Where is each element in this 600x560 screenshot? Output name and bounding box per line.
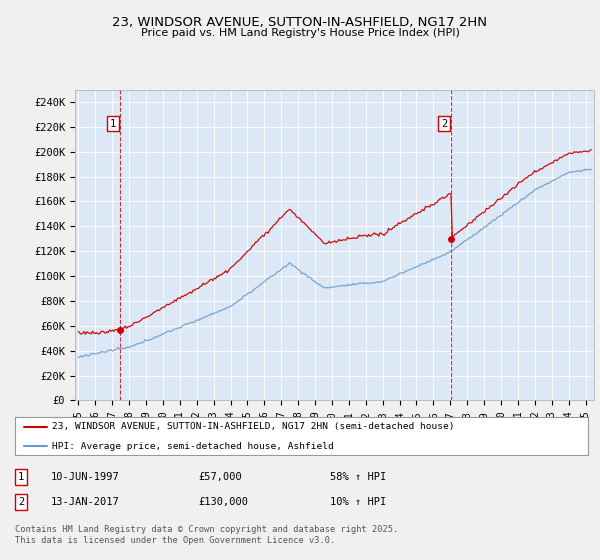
Text: 10% ↑ HPI: 10% ↑ HPI bbox=[330, 497, 386, 507]
Text: 2: 2 bbox=[18, 497, 24, 507]
Text: 10-JUN-1997: 10-JUN-1997 bbox=[51, 472, 120, 482]
Text: Price paid vs. HM Land Registry's House Price Index (HPI): Price paid vs. HM Land Registry's House … bbox=[140, 28, 460, 38]
Text: £57,000: £57,000 bbox=[198, 472, 242, 482]
Text: 13-JAN-2017: 13-JAN-2017 bbox=[51, 497, 120, 507]
Text: 23, WINDSOR AVENUE, SUTTON-IN-ASHFIELD, NG17 2HN (semi-detached house): 23, WINDSOR AVENUE, SUTTON-IN-ASHFIELD, … bbox=[52, 422, 455, 431]
Text: 58% ↑ HPI: 58% ↑ HPI bbox=[330, 472, 386, 482]
Text: 2: 2 bbox=[441, 119, 448, 129]
Text: £130,000: £130,000 bbox=[198, 497, 248, 507]
Text: 23, WINDSOR AVENUE, SUTTON-IN-ASHFIELD, NG17 2HN: 23, WINDSOR AVENUE, SUTTON-IN-ASHFIELD, … bbox=[113, 16, 487, 29]
Text: Contains HM Land Registry data © Crown copyright and database right 2025.
This d: Contains HM Land Registry data © Crown c… bbox=[15, 525, 398, 545]
Text: 1: 1 bbox=[110, 119, 116, 129]
Text: 1: 1 bbox=[18, 472, 24, 482]
Text: HPI: Average price, semi-detached house, Ashfield: HPI: Average price, semi-detached house,… bbox=[52, 442, 334, 451]
